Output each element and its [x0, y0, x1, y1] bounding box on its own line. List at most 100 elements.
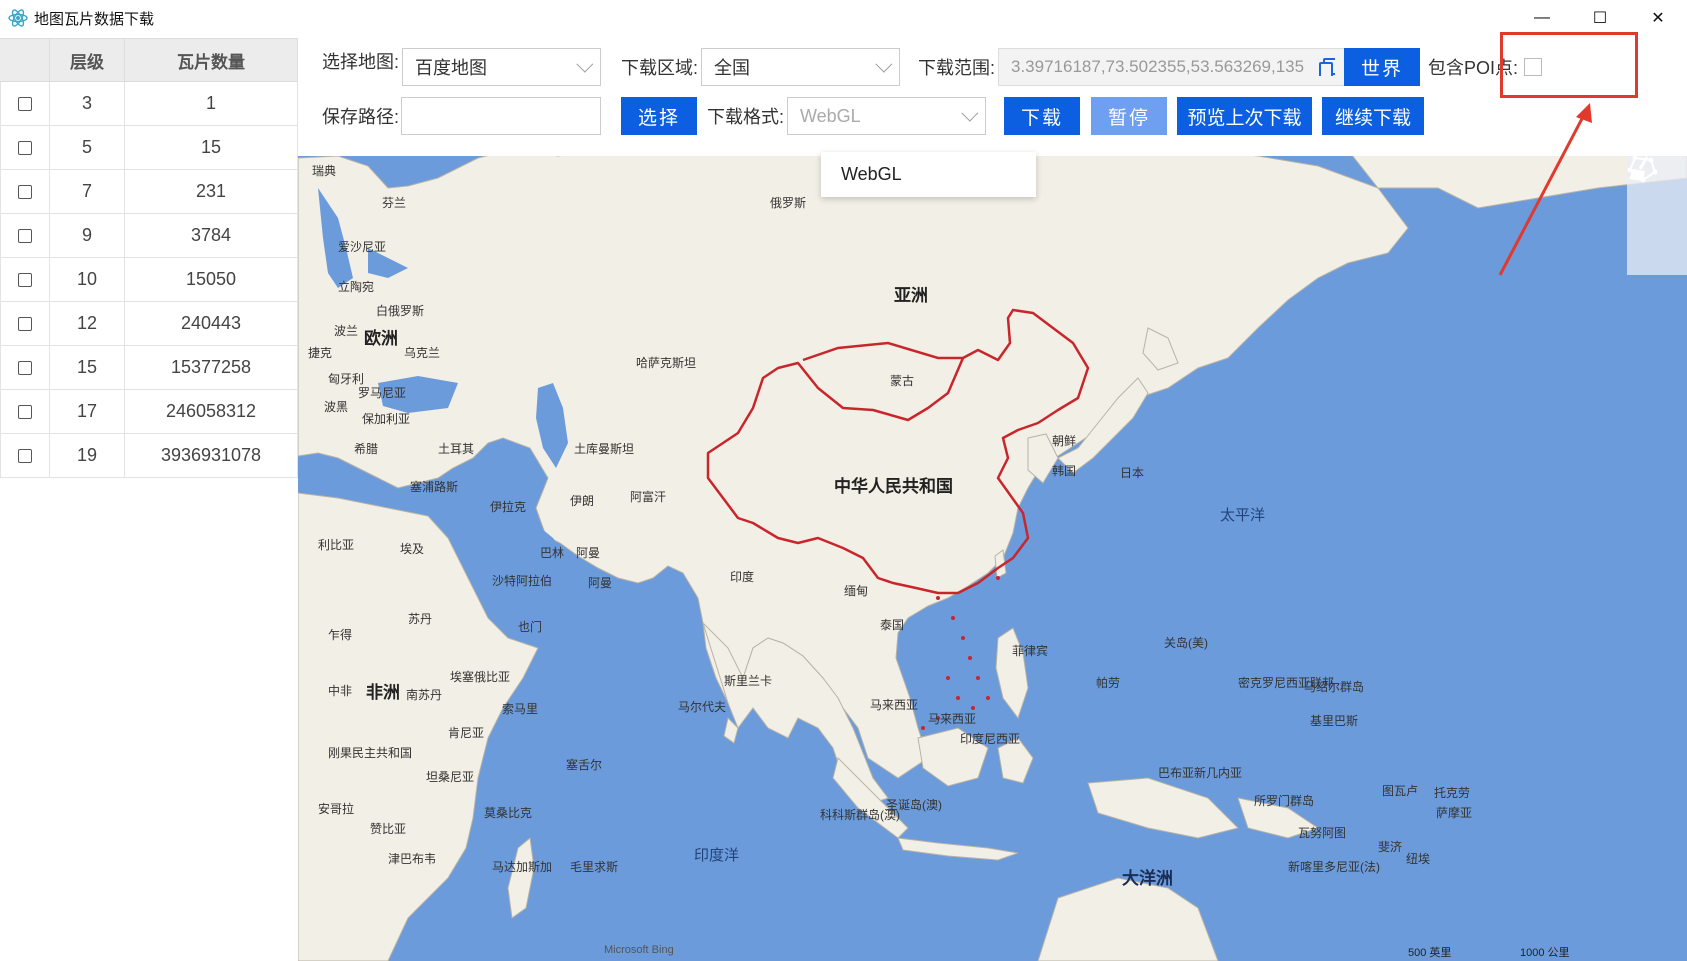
map-label: 乌克兰 — [404, 346, 441, 360]
count-cell: 3936931078 — [125, 434, 298, 477]
continue-download-button[interactable]: 继续下载 — [1322, 97, 1424, 135]
map-label: 马尔代夫 — [678, 700, 727, 714]
count-cell: 15050 — [125, 258, 298, 301]
maximize-button[interactable]: ☐ — [1592, 10, 1608, 27]
level-cell: 9 — [50, 214, 125, 257]
row-checkbox[interactable] — [18, 96, 32, 111]
map-label: 塞舌尔 — [566, 758, 603, 772]
level-cell: 10 — [50, 258, 125, 301]
map-label: 大洋洲 — [1122, 869, 1173, 888]
row-select-cell — [0, 214, 50, 257]
row-select-cell — [0, 346, 50, 389]
map-label: 伊拉克 — [490, 500, 527, 514]
poi-checkbox[interactable] — [1524, 58, 1543, 76]
title-bar: 地图瓦片数据下载 — ☐ ✕ — [0, 0, 1687, 36]
world-button[interactable]: 世界 — [1344, 48, 1420, 86]
table-row[interactable]: 15 15377258 — [0, 346, 298, 390]
map-select-label: 选择地图: — [322, 52, 400, 72]
window-title: 地图瓦片数据下载 — [34, 10, 155, 28]
map-label: 匈牙利 — [328, 372, 365, 386]
row-checkbox[interactable] — [18, 272, 32, 287]
chevron-down-icon — [576, 55, 594, 73]
count-cell: 231 — [125, 170, 298, 213]
header-select — [0, 39, 50, 81]
map-label: 土库曼斯坦 — [574, 442, 635, 456]
map-label: 亚洲 — [894, 286, 928, 305]
level-cell: 17 — [50, 390, 125, 433]
row-checkbox[interactable] — [18, 360, 32, 375]
map-select-value: 百度地图 — [415, 58, 487, 78]
range-value: 3.39716187,73.502355,53.563269,135 — [1011, 57, 1305, 76]
row-select-cell — [0, 82, 50, 125]
range-field[interactable]: 3.39716187,73.502355,53.563269,135 — [998, 48, 1348, 86]
copy-icon[interactable] — [1319, 58, 1335, 76]
pause-button[interactable]: 暂停 — [1091, 97, 1167, 135]
red-arrow-icon — [1498, 103, 1592, 276]
broom-icon — [1629, 156, 1649, 181]
poi-label: 包含POI点: — [1428, 58, 1519, 78]
map-label: 密克罗尼西亚联邦 — [1238, 676, 1335, 690]
map-label: 苏丹 — [408, 612, 433, 626]
table-row[interactable]: 17 246058312 — [0, 390, 298, 434]
level-cell: 3 — [50, 82, 125, 125]
row-checkbox[interactable] — [18, 404, 32, 419]
map-select[interactable]: 百度地图 — [402, 48, 601, 86]
map-label: 帕劳 — [1096, 676, 1121, 690]
row-checkbox[interactable] — [18, 140, 32, 155]
row-checkbox[interactable] — [18, 448, 32, 463]
table-row[interactable]: 9 3784 — [0, 214, 298, 258]
row-checkbox[interactable] — [18, 228, 32, 243]
table-row[interactable]: 19 3936931078 — [0, 434, 298, 478]
format-dropdown-option[interactable]: WebGL — [821, 152, 1036, 197]
row-checkbox[interactable] — [18, 184, 32, 199]
download-button[interactable]: 下载 — [1004, 97, 1080, 135]
map-label: 瑞典 — [312, 164, 337, 178]
map-label: 赞比亚 — [370, 822, 407, 836]
map-label: 索马里 — [502, 702, 539, 716]
clear-tool[interactable] — [1627, 156, 1687, 275]
save-path-input[interactable] — [401, 97, 601, 135]
level-cell: 12 — [50, 302, 125, 345]
choose-path-button[interactable]: 选择 — [621, 97, 697, 135]
map-label: 罗马尼亚 — [358, 386, 407, 400]
map-label: 波黑 — [324, 400, 349, 414]
close-button[interactable]: ✕ — [1651, 10, 1665, 27]
map-label: 基里巴斯 — [1310, 714, 1359, 728]
table-row[interactable]: 7 231 — [0, 170, 298, 214]
map-label: 泰国 — [880, 618, 905, 632]
draw-polygon-tool[interactable] — [1627, 155, 1687, 215]
map-label: 中华人民共和国 — [834, 477, 953, 496]
row-select-cell — [0, 126, 50, 169]
tile-level-table: 层级 瓦片数量 3 1 5 15 7 231 9 3784 10 15050 12 240443 15 1… — [0, 38, 298, 961]
map-label: 毛里求斯 — [570, 860, 619, 874]
map-label: 印度尼西亚 — [960, 732, 1021, 746]
map-label: 马达加斯加 — [492, 860, 553, 874]
map-label: 利比亚 — [318, 538, 355, 552]
table-row[interactable]: 10 15050 — [0, 258, 298, 302]
map-label: 爱沙尼亚 — [338, 240, 387, 254]
table-row[interactable]: 5 15 — [0, 126, 298, 170]
preview-last-download-button[interactable]: 预览上次下载 — [1177, 97, 1312, 135]
map-label: 莫桑比克 — [484, 806, 533, 820]
region-select[interactable]: 全国 — [701, 48, 900, 86]
map-label: 欧洲 — [364, 329, 398, 348]
map-label: 瓦努阿图 — [1298, 826, 1347, 840]
count-cell: 15377258 — [125, 346, 298, 389]
count-cell: 1 — [125, 82, 298, 125]
app-logo-icon — [8, 9, 28, 27]
map-label: 塞浦路斯 — [410, 480, 459, 494]
table-row[interactable]: 12 240443 — [0, 302, 298, 346]
map-label: 埃及 — [400, 542, 425, 556]
minimize-button[interactable]: — — [1534, 9, 1550, 26]
map-label: 托克劳 — [1434, 786, 1471, 800]
map-label: 埃塞俄比亚 — [450, 670, 511, 684]
map-label: 斯里兰卡 — [724, 674, 773, 688]
row-checkbox[interactable] — [18, 316, 32, 331]
map-label: 伊朗 — [570, 494, 595, 508]
map-label: 关岛(美) — [1164, 636, 1208, 650]
map-label: 圣诞岛(澳) — [886, 798, 942, 812]
format-select[interactable]: WebGL — [787, 97, 986, 135]
count-cell: 246058312 — [125, 390, 298, 433]
map-label: 波兰 — [334, 324, 359, 338]
